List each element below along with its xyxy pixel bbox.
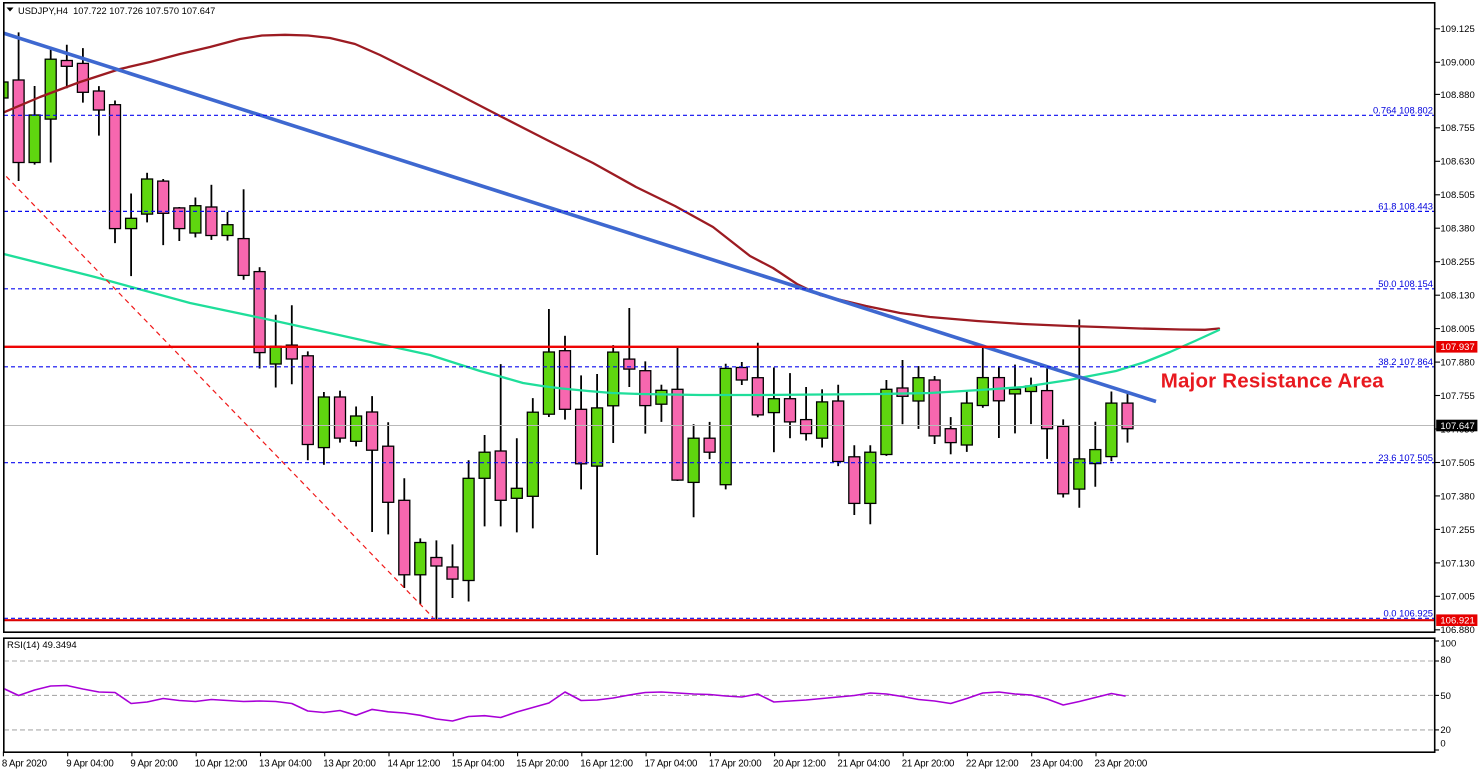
svg-text:107.380: 107.380 xyxy=(1440,491,1474,502)
svg-text:17 Apr 20:00: 17 Apr 20:00 xyxy=(709,759,762,770)
svg-text:50: 50 xyxy=(1440,691,1451,702)
svg-text:0.0 106.925: 0.0 106.925 xyxy=(1383,608,1433,619)
svg-text:20: 20 xyxy=(1440,725,1451,736)
svg-text:9 Apr 20:00: 9 Apr 20:00 xyxy=(130,759,178,770)
svg-text:108.630: 108.630 xyxy=(1440,157,1474,168)
svg-text:109.125: 109.125 xyxy=(1440,24,1474,35)
svg-text:50.0 108.154: 50.0 108.154 xyxy=(1378,278,1433,289)
svg-text:0.764 108.802: 0.764 108.802 xyxy=(1373,105,1433,116)
svg-text:17 Apr 04:00: 17 Apr 04:00 xyxy=(645,759,698,770)
svg-text:61.8 108.443: 61.8 108.443 xyxy=(1378,201,1433,212)
svg-text:10 Apr 12:00: 10 Apr 12:00 xyxy=(195,759,248,770)
svg-text:14 Apr 12:00: 14 Apr 12:00 xyxy=(388,759,441,770)
svg-text:23.6 107.505: 23.6 107.505 xyxy=(1378,452,1433,463)
svg-text:100: 100 xyxy=(1440,638,1456,649)
svg-text:0: 0 xyxy=(1440,738,1445,749)
svg-text:21 Apr 04:00: 21 Apr 04:00 xyxy=(837,759,890,770)
svg-text:22 Apr 12:00: 22 Apr 12:00 xyxy=(966,759,1019,770)
svg-text:107.755: 107.755 xyxy=(1440,391,1474,402)
svg-text:20 Apr 12:00: 20 Apr 12:00 xyxy=(773,759,826,770)
svg-text:13 Apr 04:00: 13 Apr 04:00 xyxy=(259,759,312,770)
svg-text:107.005: 107.005 xyxy=(1440,592,1474,603)
svg-text:107.505: 107.505 xyxy=(1440,458,1474,469)
svg-text:Major Resistance Area: Major Resistance Area xyxy=(1161,369,1385,392)
svg-text:USDJPY,H4 107.722 107.726 107: USDJPY,H4 107.722 107.726 107.570 107.64… xyxy=(18,6,215,16)
svg-text:80: 80 xyxy=(1440,655,1451,666)
svg-text:38.2 107.864: 38.2 107.864 xyxy=(1378,356,1433,367)
svg-text:106.921: 106.921 xyxy=(1440,616,1474,627)
svg-text:13 Apr 20:00: 13 Apr 20:00 xyxy=(323,759,376,770)
svg-text:107.647: 107.647 xyxy=(1440,421,1474,432)
svg-text:15 Apr 04:00: 15 Apr 04:00 xyxy=(452,759,505,770)
svg-text:23 Apr 04:00: 23 Apr 04:00 xyxy=(1030,759,1083,770)
svg-text:108.380: 108.380 xyxy=(1440,224,1474,235)
svg-text:108.755: 108.755 xyxy=(1440,123,1474,134)
svg-text:107.880: 107.880 xyxy=(1440,358,1474,369)
svg-text:109.000: 109.000 xyxy=(1440,58,1474,69)
svg-text:108.505: 108.505 xyxy=(1440,190,1474,201)
svg-text:106.880: 106.880 xyxy=(1440,625,1474,636)
svg-text:15 Apr 20:00: 15 Apr 20:00 xyxy=(516,759,569,770)
svg-text:23 Apr 20:00: 23 Apr 20:00 xyxy=(1095,759,1148,770)
svg-text:107.130: 107.130 xyxy=(1440,558,1474,569)
svg-text:9 Apr 04:00: 9 Apr 04:00 xyxy=(66,759,114,770)
svg-text:16 Apr 12:00: 16 Apr 12:00 xyxy=(580,759,633,770)
svg-text:108.880: 108.880 xyxy=(1440,90,1474,101)
svg-text:108.005: 108.005 xyxy=(1440,324,1474,335)
svg-text:107.937: 107.937 xyxy=(1440,342,1474,353)
svg-text:8 Apr 2020: 8 Apr 2020 xyxy=(2,759,48,770)
svg-text:108.255: 108.255 xyxy=(1440,257,1474,268)
svg-text:107.255: 107.255 xyxy=(1440,525,1474,536)
svg-text:21 Apr 20:00: 21 Apr 20:00 xyxy=(902,759,955,770)
svg-text:108.130: 108.130 xyxy=(1440,291,1474,302)
svg-text:RSI(14) 49.3494: RSI(14) 49.3494 xyxy=(7,640,77,651)
